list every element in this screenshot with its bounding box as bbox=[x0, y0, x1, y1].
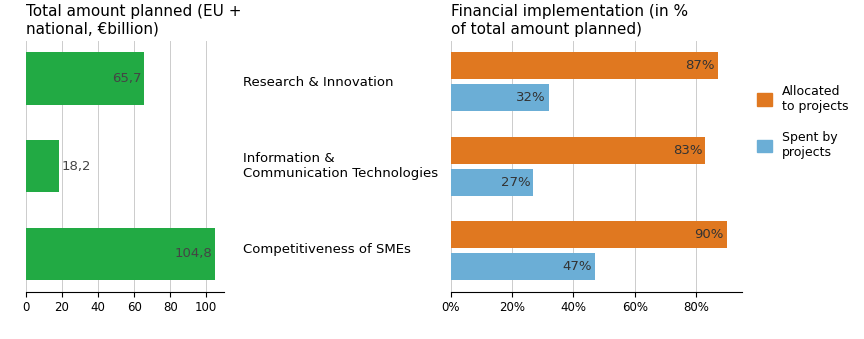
Bar bbox=[450, 52, 718, 79]
Text: 18,2: 18,2 bbox=[61, 160, 91, 173]
Text: Information &
Communication Technologies: Information & Communication Technologies bbox=[243, 152, 438, 180]
Bar bbox=[450, 168, 533, 196]
Legend: Allocated
to projects, Spent by
projects: Allocated to projects, Spent by projects bbox=[757, 84, 848, 159]
Bar bbox=[450, 137, 705, 164]
Bar bbox=[450, 84, 549, 111]
Bar bbox=[450, 253, 594, 280]
Text: Financial implementation (in %
of total amount planned): Financial implementation (in % of total … bbox=[450, 4, 688, 37]
Text: 90%: 90% bbox=[695, 228, 724, 241]
Text: Total amount planned (EU +
national, €billion): Total amount planned (EU + national, €bi… bbox=[26, 4, 241, 37]
Bar bbox=[450, 221, 727, 248]
Text: Competitiveness of SMEs: Competitiveness of SMEs bbox=[243, 243, 410, 256]
Text: 47%: 47% bbox=[562, 260, 592, 273]
Text: 65,7: 65,7 bbox=[112, 72, 142, 85]
Bar bbox=[26, 52, 144, 105]
Text: 83%: 83% bbox=[673, 143, 702, 157]
Text: 27%: 27% bbox=[501, 176, 530, 189]
Bar bbox=[26, 140, 59, 193]
Bar bbox=[26, 227, 215, 280]
Text: 87%: 87% bbox=[685, 59, 715, 72]
Text: 104,8: 104,8 bbox=[175, 247, 213, 260]
Text: 32%: 32% bbox=[516, 91, 546, 104]
Text: Research & Innovation: Research & Innovation bbox=[243, 76, 393, 89]
